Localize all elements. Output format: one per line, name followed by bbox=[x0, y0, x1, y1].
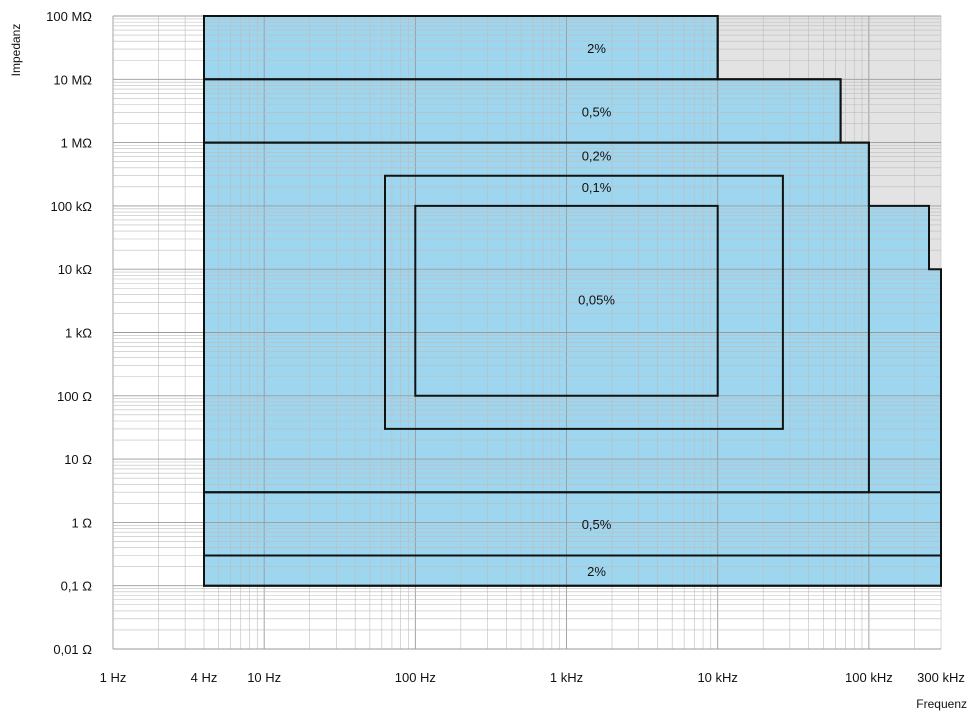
x-tick-label: 300 kHz bbox=[917, 670, 965, 685]
accuracy-zone-label: 0,05% bbox=[578, 293, 615, 308]
x-tick-label: 100 Hz bbox=[395, 670, 436, 685]
region-layer bbox=[204, 16, 941, 586]
x-tick-label: 10 kHz bbox=[697, 670, 737, 685]
y-tick-label: 100 kΩ bbox=[50, 199, 92, 214]
x-tick-label: 4 Hz bbox=[191, 670, 218, 685]
y-tick-label: 0,1 Ω bbox=[61, 579, 93, 594]
y-tick-label: 1 kΩ bbox=[65, 326, 92, 341]
y-axis-title: Impedanz bbox=[9, 24, 23, 77]
accuracy-zone-label: 2% bbox=[587, 41, 606, 56]
x-tick-label: 10 Hz bbox=[247, 670, 281, 685]
measurement-region bbox=[204, 16, 941, 586]
x-tick-label: 100 kHz bbox=[845, 670, 893, 685]
accuracy-zone-label: 0,1% bbox=[582, 180, 612, 195]
measurement-region-outline bbox=[203, 15, 942, 587]
accuracy-zone-label: 0,5% bbox=[582, 104, 612, 119]
accuracy-zone-outline bbox=[414, 204, 719, 397]
y-tick-label: 100 MΩ bbox=[46, 9, 92, 24]
y-tick-label: 100 Ω bbox=[57, 389, 92, 404]
x-axis-title: Frequenz bbox=[916, 697, 967, 711]
zone-layer bbox=[203, 15, 942, 587]
y-tick-label: 1 MΩ bbox=[61, 136, 93, 151]
accuracy-zone-outline bbox=[384, 174, 784, 430]
zone-label-layer: 2% 0,5% 0,2% 0,1% 0,05% 0,5% 2% bbox=[578, 41, 615, 579]
y-tick-label: 10 Ω bbox=[64, 452, 92, 467]
x-tick-label: 1 Hz bbox=[100, 670, 127, 685]
axis-layer: 1 Hz 4 Hz 10 Hz 100 Hz 1 kHz 10 kHz 100 kHz 300… bbox=[46, 9, 965, 685]
accuracy-zone-label: 0,2% bbox=[582, 148, 612, 163]
y-tick-label: 0,01 Ω bbox=[53, 642, 92, 657]
x-tick-label: 1 kHz bbox=[550, 670, 583, 685]
y-tick-label: 10 kΩ bbox=[58, 262, 93, 277]
y-tick-label: 1 Ω bbox=[71, 515, 92, 530]
accuracy-zone-label: 0,5% bbox=[582, 517, 612, 532]
accuracy-zone-label: 2% bbox=[587, 564, 606, 579]
y-tick-label: 10 MΩ bbox=[53, 72, 92, 87]
